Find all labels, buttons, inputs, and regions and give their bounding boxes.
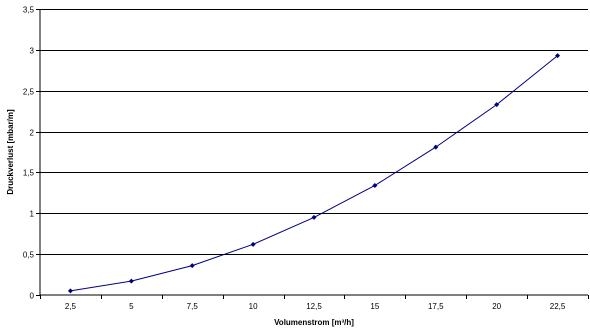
- axes: [39, 9, 588, 296]
- x-tick-label: 2,5: [65, 302, 77, 311]
- x-tick-label: 22,5: [550, 302, 566, 311]
- y-tick-label: 1,5: [23, 169, 35, 178]
- data-point-marker: [189, 263, 195, 269]
- y-tick-label: 0: [30, 292, 35, 301]
- data-point-marker: [555, 53, 561, 59]
- y-tick-label: 2: [30, 129, 35, 138]
- data-point-marker: [67, 288, 73, 294]
- y-tick-label: 2,5: [23, 88, 35, 97]
- x-axis-title: Volumenstrom [m³/h]: [274, 318, 354, 327]
- data-point-marker: [250, 241, 256, 247]
- data-point-marker: [433, 144, 439, 150]
- data-point-marker: [128, 278, 134, 284]
- x-tick-label: 15: [370, 302, 379, 311]
- y-tick-label: 0,5: [23, 251, 35, 260]
- y-tick-labels: 0 0,5 1 1,5 2 2,5 3 3,5: [23, 6, 35, 301]
- series-line: [70, 55, 558, 292]
- data-series: [67, 53, 561, 294]
- x-tick-label: 7,5: [187, 302, 199, 311]
- x-tick-label: 10: [249, 302, 258, 311]
- tick-marks: [36, 9, 589, 299]
- gridlines: [40, 9, 588, 255]
- y-tick-label: 3,5: [23, 6, 35, 15]
- y-tick-label: 3: [30, 47, 35, 56]
- y-axis-title: Druckverlust [mbar/m]: [6, 109, 15, 195]
- x-tick-label: 17,5: [428, 302, 444, 311]
- y-tick-label: 1: [30, 210, 35, 219]
- x-tick-labels: 2,5 5 7,5 10 12,5 15 17,5 20 22,5: [65, 302, 566, 311]
- data-point-marker: [372, 183, 378, 189]
- x-tick-label: 12,5: [306, 302, 322, 311]
- data-point-marker: [311, 214, 317, 220]
- x-tick-label: 5: [129, 302, 134, 311]
- x-tick-label: 20: [492, 302, 501, 311]
- data-point-marker: [494, 102, 500, 108]
